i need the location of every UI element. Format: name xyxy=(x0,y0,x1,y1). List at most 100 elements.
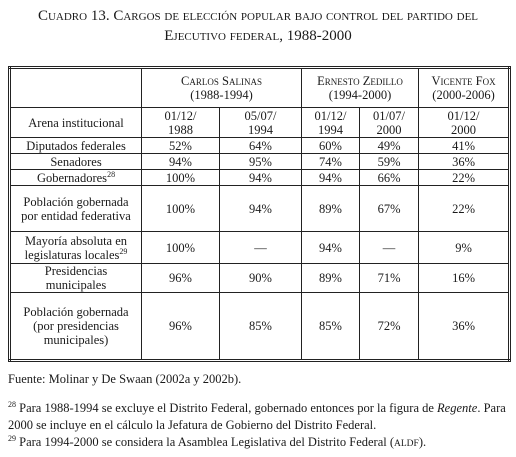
cell: 94% xyxy=(301,169,361,186)
footnote-ref: 29 xyxy=(119,246,128,256)
footnote-text: . Para 2000 se incluye en el cálculo la … xyxy=(8,401,506,432)
date-line: 2000 xyxy=(376,122,402,137)
date-cell: 01/12/2000 xyxy=(418,107,511,138)
date-line: 1994 xyxy=(318,122,344,137)
cell: 85% xyxy=(301,292,361,361)
date-cell: 05/07/1994 xyxy=(218,107,303,138)
data-row: Población gobernada por entidad federati… xyxy=(9,185,511,232)
date-line: 01/07/ xyxy=(373,108,405,123)
cell: 22% xyxy=(418,169,511,186)
label-text: Población gobernada por entidad federati… xyxy=(21,194,131,223)
row-label: Población gobernada (por presidencias mu… xyxy=(9,292,142,361)
date-line: 1994 xyxy=(248,122,273,137)
row-label: Mayoría absoluta en legislaturas locales… xyxy=(9,231,142,264)
date-cell: 01/12/1988 xyxy=(141,107,220,138)
row-label: Diputados federales xyxy=(9,137,142,154)
footnote-text: ALDF xyxy=(394,439,419,449)
footnote-ref: 28 xyxy=(107,169,116,179)
cell: 52% xyxy=(141,137,220,154)
row-label: Presidencias municipales xyxy=(9,263,142,293)
label-text: Senadores xyxy=(50,154,102,169)
group-name: Carlos Salinas xyxy=(181,74,262,88)
date-line: 2000 xyxy=(451,122,477,137)
footnote-text: Para 1988-1994 se excluye el Distrito Fe… xyxy=(19,401,438,415)
footnotes: 28 Para 1988-1994 se excluye el Distrito… xyxy=(8,400,513,453)
footnote: 28 Para 1988-1994 se excluye el Distrito… xyxy=(8,400,513,434)
cell: — xyxy=(359,231,420,264)
cell: — xyxy=(218,231,303,264)
cell: 49% xyxy=(359,137,420,154)
cell: 67% xyxy=(359,185,420,232)
cell: 60% xyxy=(301,137,361,154)
cell: 72% xyxy=(359,292,420,361)
cell: 85% xyxy=(218,292,303,361)
cell: 36% xyxy=(418,153,511,170)
cell: 96% xyxy=(141,292,220,361)
title-line: Ejecutivo federal, 1988-2000 xyxy=(164,28,352,44)
data-row: Presidencias municipales 96% 90% 89% 71% 16% xyxy=(9,263,511,293)
cell: 89% xyxy=(301,185,361,232)
title-line: Cuadro 13. Cargos de elección popular ba… xyxy=(37,8,479,24)
cell: 59% xyxy=(359,153,420,170)
row-label: Gobernadores28 xyxy=(9,169,142,186)
cell: 94% xyxy=(218,185,303,232)
footnote-text: Para 1994-2000 se considera la Asamblea … xyxy=(19,435,395,449)
cell: 96% xyxy=(141,263,220,293)
date-line: 01/12/ xyxy=(447,108,480,123)
date-row: Arena institucional 01/12/1988 05/07/1994 0… xyxy=(9,107,511,138)
date-cell: 01/12/1994 xyxy=(301,107,361,138)
data-row: Población gobernada (por presidencias mu… xyxy=(9,292,511,361)
cell: 94% xyxy=(141,153,220,170)
date-line: 01/12/ xyxy=(164,108,197,123)
table: Carlos Salinas (1988-1994) Ernesto Zedillo… xyxy=(8,66,512,362)
cell: 94% xyxy=(301,231,361,264)
cell: 100% xyxy=(141,169,220,186)
row-label: Senadores xyxy=(9,153,142,170)
title: Cuadro 13. Cargos de elección popular ba… xyxy=(0,6,516,46)
footnote: 29 Para 1994-2000 se considera la Asambl… xyxy=(8,434,513,453)
data-row: Diputados federales 52% 64% 60% 49% 41% xyxy=(9,137,511,154)
footnote-text: Regente xyxy=(437,401,478,415)
group-period: (1988-1994) xyxy=(190,88,253,102)
group-name: Ernesto Zedillo xyxy=(317,74,403,88)
group-header: Vicente Fox (2000-2006) xyxy=(418,67,511,108)
data-row: Mayoría absoluta en legislaturas locales… xyxy=(9,231,511,264)
date-line: 1988 xyxy=(168,122,193,137)
cell: 100% xyxy=(141,185,220,232)
table-body: Carlos Salinas (1988-1994) Ernesto Zedillo… xyxy=(9,67,511,361)
group-name: Vicente Fox xyxy=(431,74,496,88)
cell: 36% xyxy=(418,292,511,361)
cell: 95% xyxy=(218,153,303,170)
corner-cell xyxy=(9,67,142,108)
cell: 16% xyxy=(418,263,511,293)
cell: 90% xyxy=(218,263,303,293)
row-header: Arena institucional xyxy=(9,107,142,138)
cell: 74% xyxy=(301,153,361,170)
cell: 9% xyxy=(418,231,511,264)
cell: 41% xyxy=(418,137,511,154)
data-row: Senadores 94% 95% 74% 59% 36% xyxy=(9,153,511,170)
label-text: Diputados federales xyxy=(26,138,126,153)
data-row: Gobernadores28 100% 94% 94% 66% 22% xyxy=(9,169,511,186)
cell: 71% xyxy=(359,263,420,293)
date-cell: 01/07/2000 xyxy=(359,107,420,138)
cell: 89% xyxy=(301,263,361,293)
cell: 22% xyxy=(418,185,511,232)
footnote-number: 29 xyxy=(8,433,16,443)
group-header: Ernesto Zedillo (1994-2000) xyxy=(301,67,420,108)
footnote-text: ). xyxy=(418,435,427,449)
date-line: 05/07/ xyxy=(244,108,277,123)
label-text: Gobernadores xyxy=(36,170,108,185)
label-text: Presidencias municipales xyxy=(44,264,108,292)
cell: 66% xyxy=(359,169,420,186)
label-text: Mayoría absoluta en legislaturas locales xyxy=(24,233,128,262)
cell: 64% xyxy=(218,137,303,154)
date-line: 01/12/ xyxy=(314,108,347,123)
group-header: Carlos Salinas (1988-1994) xyxy=(140,67,303,108)
group-period: (2000-2006) xyxy=(432,88,495,102)
header-row: Carlos Salinas (1988-1994) Ernesto Zedillo… xyxy=(9,67,511,108)
label-text: Población gobernada (por presidencias mu… xyxy=(23,305,129,347)
group-period: (1994-2000) xyxy=(328,88,392,102)
